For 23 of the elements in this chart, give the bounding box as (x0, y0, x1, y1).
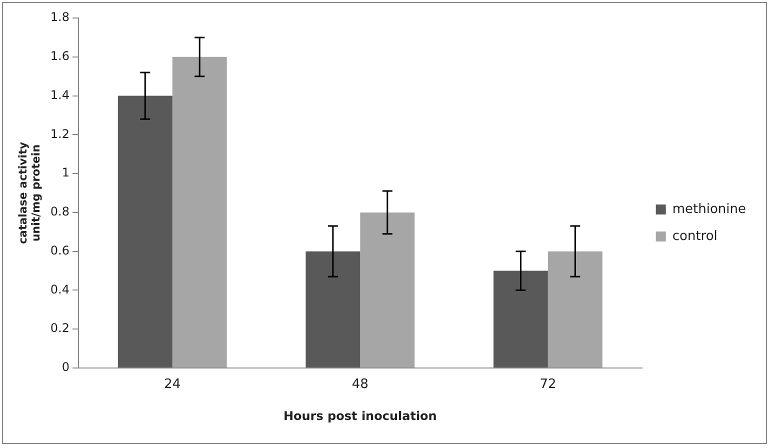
y-tick-label: 1.6 (50, 49, 70, 64)
bar (118, 96, 172, 368)
bar (306, 251, 360, 368)
legend-label: methionine (672, 202, 746, 217)
y-axis-title: catalase activity unit/mg protein (16, 142, 43, 244)
y-tick-label: 0.2 (50, 321, 70, 336)
legend-label: control (672, 228, 718, 244)
y-tick-label: 1.2 (50, 126, 70, 141)
bar (493, 270, 548, 368)
x-tick-label: 72 (540, 377, 556, 392)
bar (172, 56, 227, 368)
y-tick-label: 0 (62, 360, 70, 374)
y-tick-label: 1.4 (50, 88, 70, 102)
x-axis-title: Hours post inoculation (283, 408, 437, 423)
x-tick-label: 48 (352, 377, 368, 392)
y-tick-label: 1 (62, 166, 70, 180)
x-tick-label: 24 (164, 377, 181, 392)
y-tick-label: 0.4 (50, 282, 70, 296)
y-tick-label: 0.6 (50, 243, 70, 258)
y-tick-label: 1.8 (50, 10, 70, 24)
bar (360, 212, 415, 368)
y-tick-label: 0.8 (50, 204, 70, 219)
bar (548, 251, 602, 368)
